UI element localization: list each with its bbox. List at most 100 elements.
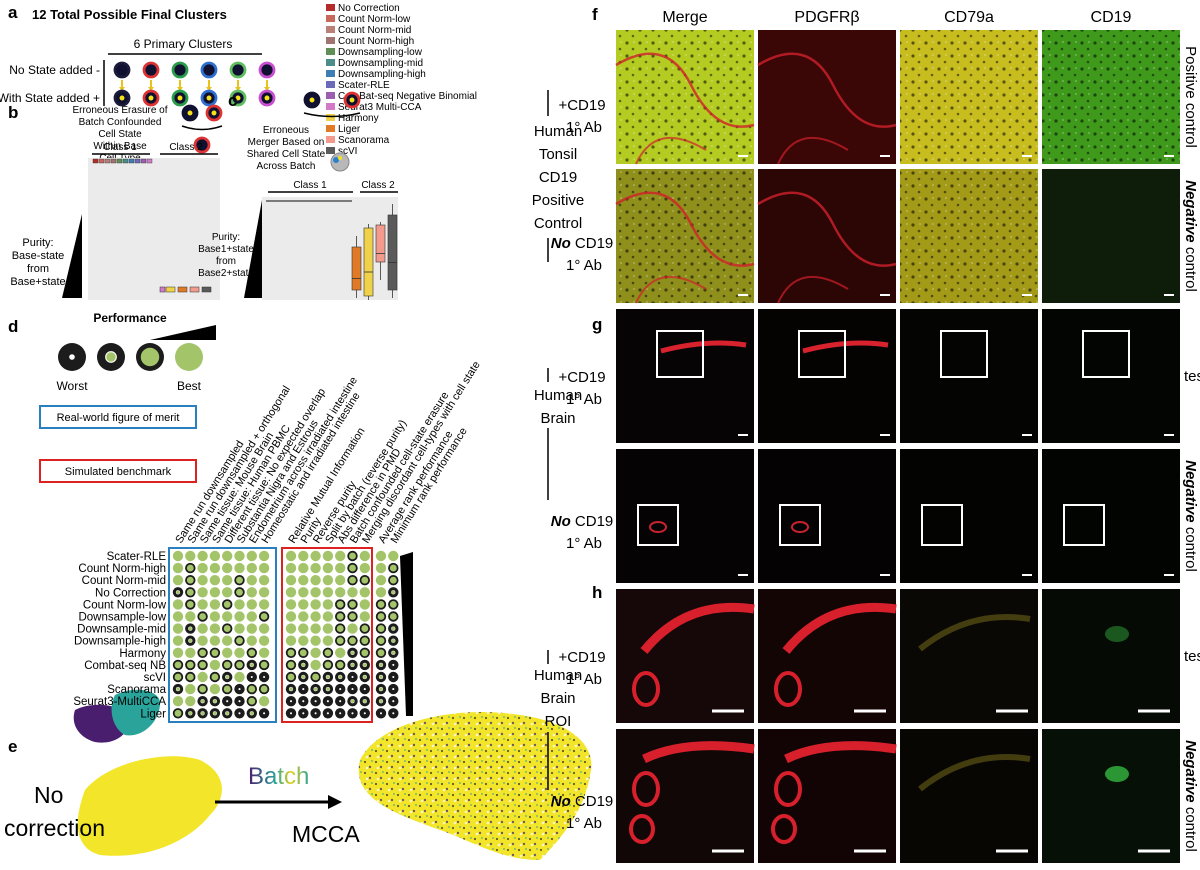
dot-fill bbox=[322, 635, 334, 646]
dot-core bbox=[186, 600, 194, 608]
box bbox=[159, 286, 166, 293]
label: Best bbox=[177, 379, 202, 393]
row-label: Downsample-low bbox=[78, 612, 166, 624]
score-dot bbox=[335, 708, 346, 719]
dot-core bbox=[361, 637, 369, 645]
vessel bbox=[615, 191, 755, 267]
label: CD19 bbox=[571, 793, 614, 810]
vessel bbox=[660, 340, 747, 354]
legend-swatch bbox=[326, 147, 335, 154]
score-dot bbox=[285, 599, 297, 610]
score-dot bbox=[197, 635, 208, 646]
score-dot bbox=[359, 550, 370, 562]
score-dot bbox=[209, 611, 221, 622]
score-dot bbox=[310, 611, 321, 622]
micrograph-texture bbox=[900, 169, 1038, 303]
legend-label: Count Norm-high bbox=[338, 36, 414, 47]
dot-fill bbox=[185, 647, 196, 658]
dot-fill bbox=[322, 575, 334, 586]
label: Base2+state bbox=[198, 268, 254, 279]
dot-core bbox=[350, 699, 355, 704]
dot-fill bbox=[375, 587, 387, 598]
dot-fill bbox=[197, 587, 208, 598]
label: Shared Cell State bbox=[247, 149, 326, 160]
score-dot bbox=[359, 623, 370, 634]
dot-fill bbox=[359, 587, 370, 598]
score-dot bbox=[347, 550, 358, 562]
row-label: scVI bbox=[144, 672, 166, 684]
signal bbox=[918, 614, 1031, 652]
legend-swatch bbox=[326, 114, 335, 121]
dot-fill bbox=[322, 587, 334, 598]
arrow-head bbox=[119, 87, 125, 91]
dot-fill bbox=[172, 635, 184, 646]
cell bbox=[171, 61, 189, 79]
score-dot bbox=[310, 550, 321, 562]
dot-fill bbox=[209, 575, 221, 586]
dot-fill bbox=[298, 623, 309, 634]
score-dot bbox=[322, 659, 334, 671]
legend-swatch bbox=[326, 37, 335, 44]
dot-core bbox=[211, 673, 219, 681]
legend-label: Scater-RLE bbox=[338, 80, 390, 91]
dot-core bbox=[186, 564, 194, 572]
cell-state bbox=[119, 95, 125, 101]
dot-fill bbox=[388, 550, 399, 562]
label: Performance bbox=[93, 311, 167, 325]
dot-fill bbox=[298, 550, 309, 562]
score-dot bbox=[258, 696, 270, 707]
score-dot bbox=[310, 708, 321, 719]
condition-label: 1° Ab bbox=[566, 257, 602, 274]
sample-label: Brain bbox=[540, 410, 575, 427]
dot-fill bbox=[335, 562, 346, 574]
dot-fill bbox=[197, 671, 208, 683]
score-dot bbox=[335, 671, 346, 683]
score-dot bbox=[335, 647, 346, 658]
dot-core bbox=[248, 697, 256, 705]
dot-core bbox=[362, 699, 367, 704]
score-dot bbox=[375, 611, 387, 622]
score-dot bbox=[258, 647, 270, 658]
cell-state bbox=[349, 97, 355, 103]
dot-fill bbox=[335, 647, 346, 658]
score-dot bbox=[258, 659, 270, 671]
label: Class 2 bbox=[169, 142, 203, 153]
score-dot bbox=[388, 611, 399, 622]
score-dot bbox=[209, 671, 221, 683]
dot-core bbox=[391, 590, 396, 595]
score-dot bbox=[172, 599, 184, 610]
score-dot bbox=[388, 562, 399, 574]
vessel bbox=[615, 52, 755, 128]
dot-core bbox=[225, 674, 230, 680]
dot-core bbox=[313, 686, 318, 692]
dot-core bbox=[186, 673, 194, 681]
group-box bbox=[168, 547, 277, 723]
score-dot bbox=[322, 696, 334, 707]
score-dot bbox=[197, 611, 208, 622]
dot-fill bbox=[234, 611, 245, 622]
score-dot bbox=[347, 708, 358, 719]
dot-fill bbox=[258, 635, 270, 646]
score-dot bbox=[388, 575, 399, 586]
score-dot bbox=[209, 696, 221, 707]
dot-fill bbox=[322, 599, 334, 610]
score-dot bbox=[335, 683, 346, 695]
emph-label: Negative bbox=[1182, 740, 1199, 803]
dot-core bbox=[105, 351, 117, 363]
cell bbox=[258, 61, 276, 79]
dot-core bbox=[249, 711, 254, 716]
dot-core bbox=[391, 650, 396, 655]
dot-core bbox=[223, 685, 231, 693]
score-dot bbox=[209, 599, 221, 610]
dot-fill bbox=[234, 550, 245, 562]
dot-fill bbox=[209, 562, 221, 574]
vessel bbox=[635, 275, 707, 304]
score-dot bbox=[172, 623, 184, 634]
score-dot bbox=[246, 708, 257, 719]
score-dot bbox=[375, 562, 387, 574]
score-dot bbox=[258, 550, 270, 562]
dot-core bbox=[325, 674, 331, 680]
sample-label: Human bbox=[534, 387, 582, 404]
dot-core bbox=[350, 650, 355, 655]
label: CD19 bbox=[571, 235, 614, 252]
